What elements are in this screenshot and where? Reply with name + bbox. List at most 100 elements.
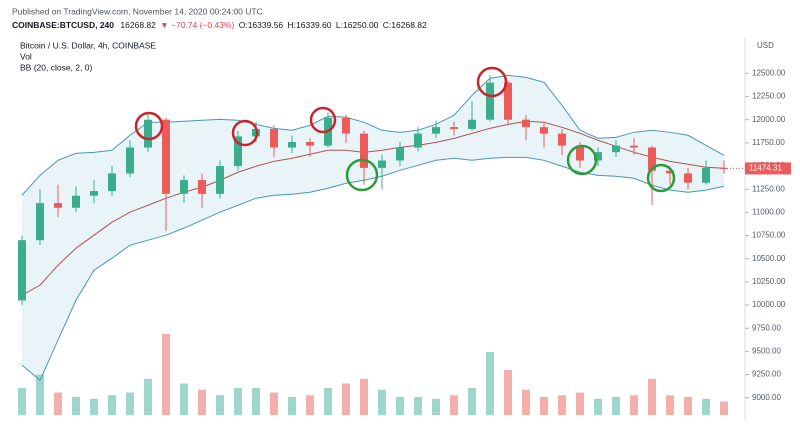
volume-bar [180,383,188,415]
candle-body [216,166,224,194]
candle-body [72,195,80,208]
volume-bar [468,388,476,415]
y-tick-label: 9500.00 [752,347,781,356]
candle-body [54,203,62,208]
candle-body [594,152,602,161]
volume-bar [36,374,44,415]
candle-body [378,160,386,168]
volume-bar [594,398,602,415]
close: C:16268.82 [383,20,427,30]
volume-bar [90,398,98,415]
volume-bar [18,388,26,415]
volume-bar [216,395,224,415]
candle-body [18,240,26,301]
y-tick-label: 10000.00 [752,300,786,309]
volume-bar [522,389,530,415]
volume-bar [288,397,296,415]
y-tick-label: 11250.00 [752,184,785,193]
candle-body [432,127,440,134]
y-tick-label: 12500.00 [752,68,786,77]
volume-bar [198,389,206,415]
bb-upper [21,74,725,196]
volume-bar [108,395,116,415]
volume-bar [504,370,512,415]
candle-body [288,141,296,148]
candle-body [234,136,242,167]
red-circle [476,66,508,98]
volume-bar [702,398,710,415]
low: L:16250.00 [336,20,379,30]
bb-basis [21,120,725,296]
volume-bar [342,383,350,415]
volume-bar [270,392,278,415]
y-tick-label: 10250.00 [752,277,786,286]
volume-legend: Vol [20,51,32,61]
y-tick-label: 11000.00 [752,207,785,216]
y-tick-label: 12000.00 [752,115,786,124]
volume-bar [378,389,386,415]
candle-body [306,141,314,146]
volume-bar [306,395,314,415]
volume-bar [234,388,242,415]
candle-body [612,145,620,153]
volume-bar [558,395,566,415]
last-price-label: 11474.31 [749,164,782,173]
y-tick-label: 12250.00 [752,92,786,101]
change: ▼ −70.74 (−0.43%) [160,20,234,30]
volume-bar [360,379,368,415]
quote-line: COINBASE:BTCUSD, 240 16268.82 ▼ −70.74 (… [12,20,427,30]
candle-body [360,133,368,168]
candle-body [36,203,44,241]
volume-bar [162,334,170,415]
red-circle [134,111,164,141]
volume-bar [144,379,152,415]
symbol: COINBASE:BTCUSD, 240 [12,20,114,30]
y-tick-label: 9250.00 [752,370,781,379]
y-tick-label: 11750.00 [752,138,785,147]
last-price: 16268.82 [120,20,156,30]
volume-bar [414,397,422,415]
volume-bar [630,395,638,415]
candle-body [162,119,170,194]
volume-bar [540,397,548,415]
green-circle [566,144,598,176]
volume-bar [612,397,620,415]
candle-body [648,147,656,171]
volume-bar [54,392,62,415]
green-circle [646,163,676,193]
green-circle [345,158,379,192]
volume-bar [486,352,494,415]
candle-body [90,191,98,196]
annotations [134,66,676,193]
open: O:16339.56 [239,20,284,30]
candle-body [198,179,206,194]
volume-bar [432,398,440,415]
volume-bar [450,395,458,415]
y-tick-label: 9000.00 [752,393,781,402]
volume-bar [720,401,728,415]
candle-body [558,133,566,146]
y-tick-label: 10500.00 [752,254,786,263]
candle-body [684,173,692,183]
y-tick-label: 9750.00 [752,323,781,332]
candle-body [504,82,512,120]
bb-fill [22,75,724,381]
candle-body [126,147,134,174]
candle-body [450,127,458,129]
candle-body [540,127,548,134]
volume-bar [576,392,584,415]
bb-legend: BB (20, close, 2, 0) [20,62,92,72]
volume-bar [396,397,404,415]
candle-body [486,82,494,120]
candle-body [576,145,584,161]
red-circle [309,106,337,134]
candle-body [270,128,278,148]
candle-body [702,167,710,183]
volume-bar [126,392,134,415]
chart-title: Bitcoin / U.S. Dollar, 4h, COINBASE [20,40,156,50]
candle-body [414,133,422,148]
candle-body [468,119,476,129]
candle-body [522,119,530,128]
red-circle [231,119,259,147]
